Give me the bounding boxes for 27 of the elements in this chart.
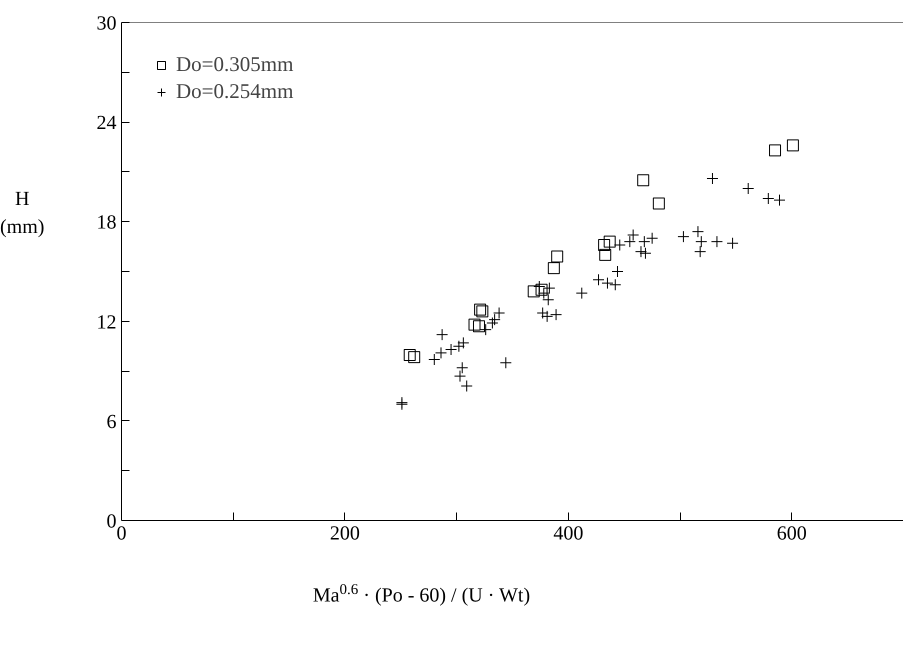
x-tick-label: 200 (330, 522, 360, 544)
x-axis-title: Ma$^{0.6}$ · (Po - 60) / (U · Wt) (312, 581, 532, 609)
x-tick-label: 400 (553, 522, 584, 544)
point (408, 351, 420, 364)
point (652, 197, 665, 210)
point (786, 139, 799, 152)
y-tick-label: 6 (106, 410, 116, 433)
point (548, 262, 560, 274)
point (637, 174, 650, 186)
point (598, 238, 610, 251)
x-tick-label: 600 (776, 522, 807, 544)
point (528, 285, 540, 298)
point (599, 248, 612, 261)
y-tick-label: 30 (96, 12, 116, 34)
point (404, 349, 416, 361)
point (769, 144, 782, 156)
legend-label: Do=0.305mm (176, 52, 294, 77)
point (536, 284, 548, 296)
y-tick-label: 18 (96, 212, 116, 234)
point (468, 318, 481, 331)
point (604, 236, 616, 248)
y-tick-label: 24 (96, 112, 116, 134)
legend-label: Do=0.254mm (176, 79, 294, 104)
y-tick-label: 12 (96, 311, 116, 334)
point (472, 320, 485, 332)
y-axis-title: H (mm) (0, 187, 44, 240)
point (551, 250, 564, 263)
